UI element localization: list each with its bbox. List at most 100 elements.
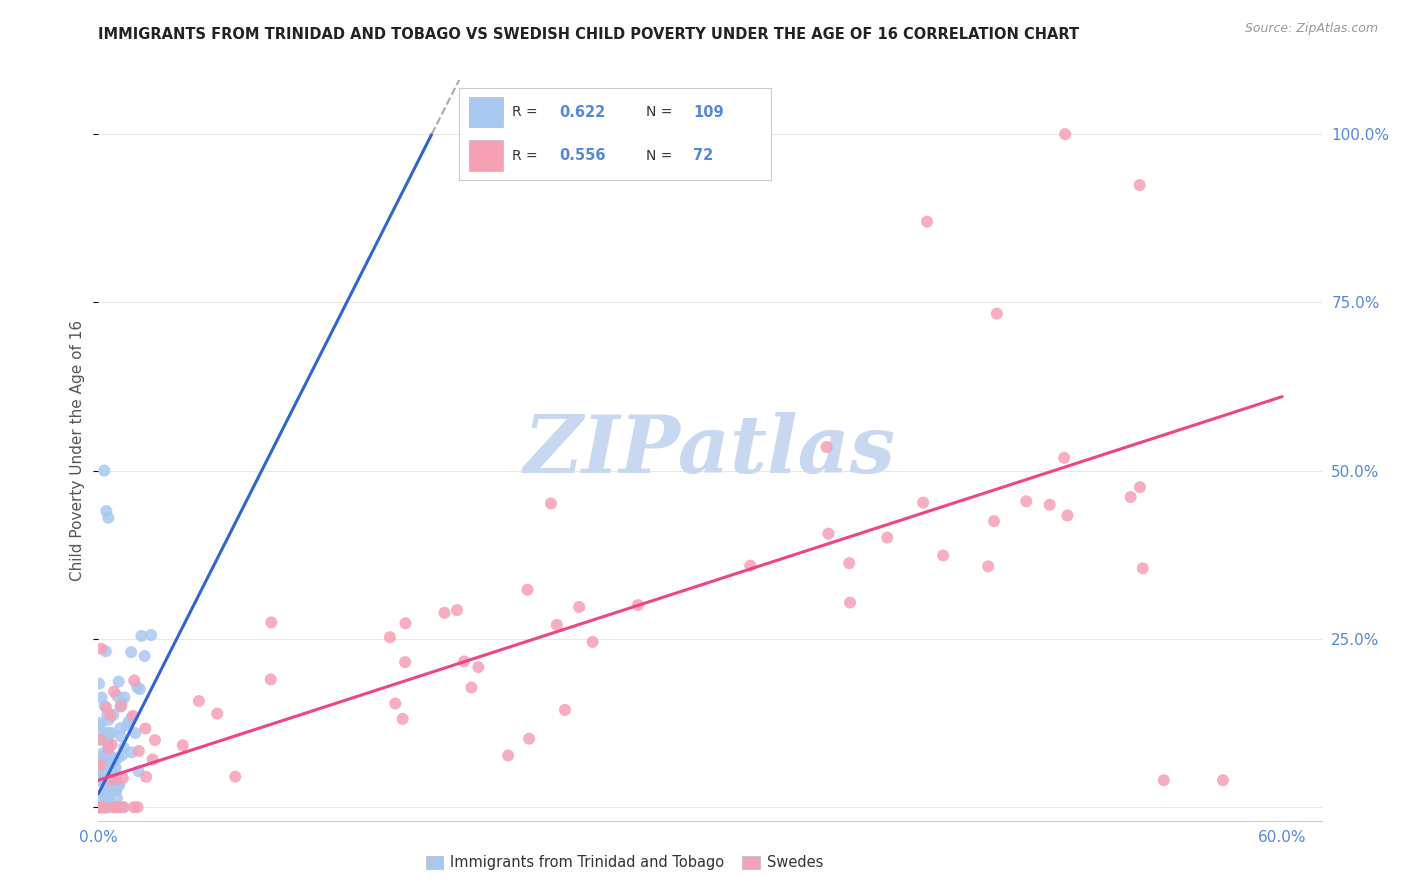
Point [467,660,489,674]
Point [108,777,131,791]
Point [104,771,127,785]
Point [100,772,122,787]
Point [90,690,112,705]
Point [139,628,162,642]
Point [115,718,138,732]
Point [122,708,145,723]
Point [260,615,283,630]
Point [932,549,955,563]
Point [207,706,229,721]
Point [122,800,145,814]
Point [103,800,125,814]
Point [110,699,132,714]
Point [97,756,120,771]
Point [740,558,762,573]
Point [1132,561,1154,575]
Point [100,726,122,740]
Point [104,754,127,768]
Point [94,751,117,765]
Point [89,800,111,814]
Point [453,655,475,669]
Point [101,800,124,814]
Point [96,778,118,792]
Point [446,603,468,617]
Point [107,750,129,764]
Text: Source: ZipAtlas.com: Source: ZipAtlas.com [1244,22,1378,36]
Point [103,783,125,797]
Point [112,800,135,814]
Point [89,719,111,733]
Point [93,800,115,814]
Point [93,799,115,814]
Point [89,800,111,814]
Point [122,673,145,688]
Point [114,690,136,705]
Point [97,800,120,814]
Point [142,752,165,766]
Point [103,767,125,781]
Point [100,708,122,723]
Point [124,726,146,740]
Point [100,738,122,752]
Point [134,648,156,663]
Point [112,740,135,755]
Point [121,746,143,760]
Point [96,700,118,714]
Point [554,703,576,717]
Point [97,789,120,804]
Point [89,733,111,747]
Point [87,676,110,690]
Point [112,800,135,814]
Point [111,772,134,786]
Point [93,800,115,814]
Point [97,728,120,742]
Point [1039,498,1062,512]
Point [517,731,540,746]
Point [876,531,898,545]
Point [105,772,128,786]
Point [97,737,120,751]
Point [91,775,114,789]
Point [97,735,120,749]
Point [540,496,562,510]
Point [384,697,406,711]
Point [93,750,115,764]
Point [581,635,603,649]
Point [98,749,121,764]
Point [97,713,120,727]
Point [699,127,721,141]
Point [91,795,114,809]
Point [121,711,143,725]
Point [87,768,110,782]
Point [97,725,120,739]
Point [839,596,862,610]
Point [394,616,416,631]
Point [94,776,117,790]
Point [98,800,121,814]
Point [110,696,132,710]
Point [1129,178,1152,192]
Point [100,756,122,770]
Point [568,599,591,614]
Point [94,792,117,806]
Point [96,779,118,793]
Point [1129,480,1152,494]
Point [110,699,132,714]
Point [815,440,838,454]
Point [96,800,118,814]
Point [96,791,118,805]
Point [96,765,118,780]
Point [97,510,120,524]
Point [131,629,153,643]
Point [912,495,935,509]
Point [103,800,125,814]
Point [915,214,938,228]
Point [91,752,114,766]
Point [128,682,150,697]
Point [128,744,150,758]
Point [817,526,839,541]
Point [111,747,134,762]
Point [103,684,125,698]
Point [90,728,112,742]
Legend: Immigrants from Trinidad and Tobago, Swedes: Immigrants from Trinidad and Tobago, Swe… [420,849,830,876]
